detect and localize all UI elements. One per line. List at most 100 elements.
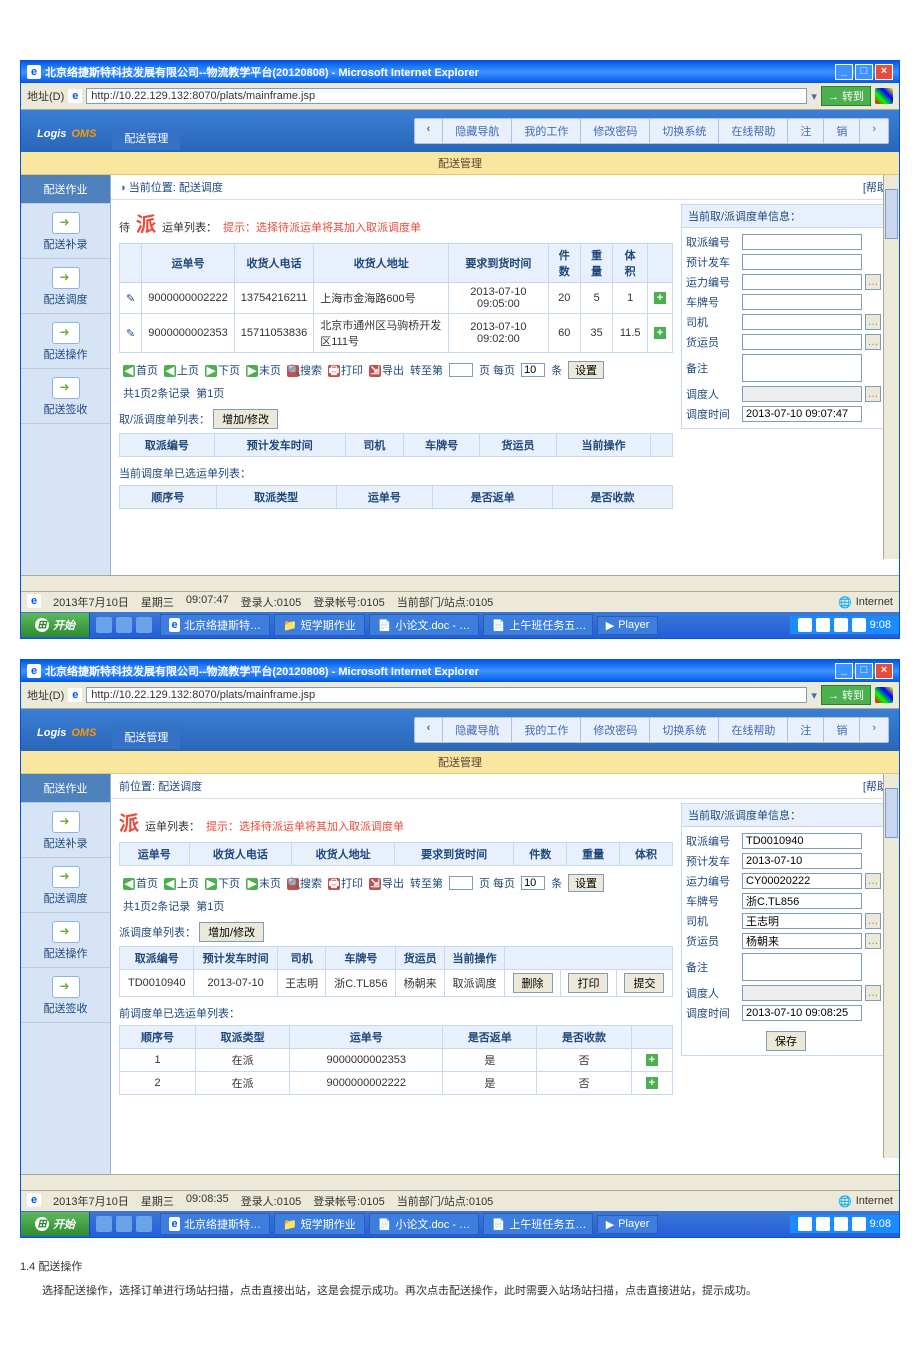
pg-print[interactable]: 🖶打印 xyxy=(328,362,363,378)
pg-set-button[interactable]: 设置 xyxy=(568,874,604,892)
pg-next[interactable]: ▶下页 xyxy=(205,875,240,891)
picker-button[interactable]: … xyxy=(865,314,881,330)
table-row[interactable]: 2在派9000000002222是否+ xyxy=(120,1072,673,1095)
pg-prev[interactable]: ◀上页 xyxy=(164,362,199,378)
pg-first[interactable]: ◀首页 xyxy=(123,362,158,378)
start-button[interactable]: ⊞开始 xyxy=(21,1212,90,1236)
sidebar-item-dispatch[interactable]: 配送调度 xyxy=(21,259,110,314)
nav-xiao[interactable]: 销 xyxy=(823,718,859,742)
task-item[interactable]: 📁短学期作业 xyxy=(274,614,365,636)
table-row[interactable]: ✎ 900000000235315711053836北京市通州区马驹桥开发区11… xyxy=(120,314,673,353)
nav-help[interactable]: 在线帮助 xyxy=(718,119,787,143)
pg-export[interactable]: ⇲导出 xyxy=(369,875,404,891)
start-button[interactable]: ⊞开始 xyxy=(21,613,90,637)
task-item[interactable]: ▶Player xyxy=(597,616,659,635)
close-button[interactable]: × xyxy=(875,663,893,679)
sidebar-item-job[interactable]: 配送作业 xyxy=(21,175,110,204)
dropdown-icon[interactable]: ▾ xyxy=(811,90,817,103)
table-row[interactable]: ✎ 900000000222213754216211上海市金海路600号2013… xyxy=(120,283,673,314)
picker-button[interactable]: … xyxy=(865,274,881,290)
task-item[interactable]: 📄上午班任务五… xyxy=(483,1213,593,1235)
pg-last[interactable]: ▶末页 xyxy=(246,875,281,891)
task-item[interactable]: 📄上午班任务五… xyxy=(483,614,593,636)
task-item[interactable]: e北京络捷斯特… xyxy=(160,614,270,636)
close-button[interactable]: × xyxy=(875,64,893,80)
picker-button[interactable]: … xyxy=(865,933,881,949)
quicklaunch[interactable] xyxy=(90,617,158,633)
field-input[interactable] xyxy=(742,294,862,310)
vertical-scrollbar[interactable] xyxy=(883,175,899,559)
nav-zhu[interactable]: 注 xyxy=(787,718,823,742)
field-input[interactable] xyxy=(742,953,862,981)
jump-page-input[interactable] xyxy=(449,363,473,377)
pg-search[interactable]: 🔍搜索 xyxy=(287,362,322,378)
vertical-scrollbar[interactable] xyxy=(883,774,899,1158)
field-input[interactable] xyxy=(742,354,862,382)
sidebar-item-sign[interactable]: 配送签收 xyxy=(21,968,110,1023)
nav-mywork[interactable]: 我的工作 xyxy=(511,718,580,742)
ql-icon[interactable] xyxy=(136,617,152,633)
system-tray[interactable]: 9:08 xyxy=(790,1215,899,1233)
nav-switch[interactable]: 切换系统 xyxy=(649,718,718,742)
task-item[interactable]: e北京络捷斯特… xyxy=(160,1213,270,1235)
horizontal-scrollbar[interactable] xyxy=(21,575,899,591)
add-icon[interactable]: + xyxy=(646,1054,658,1066)
field-input[interactable] xyxy=(742,873,862,889)
nav-prev[interactable]: ‹ xyxy=(415,718,443,742)
pg-first[interactable]: ◀首页 xyxy=(123,875,158,891)
table-row[interactable]: 1在派9000000002353是否+ xyxy=(120,1049,673,1072)
sidebar-item-sign[interactable]: 配送签收 xyxy=(21,369,110,424)
field-input[interactable] xyxy=(742,913,862,929)
header-tab[interactable]: 配送管理 xyxy=(112,126,180,150)
field-input[interactable] xyxy=(742,853,862,869)
pg-next[interactable]: ▶下页 xyxy=(205,362,240,378)
picker-button[interactable]: … xyxy=(865,873,881,889)
maximize-button[interactable]: □ xyxy=(855,64,873,80)
nav-mywork[interactable]: 我的工作 xyxy=(511,119,580,143)
header-tab[interactable]: 配送管理 xyxy=(112,725,180,749)
sidebar-item-dispatch[interactable]: 配送调度 xyxy=(21,858,110,913)
field-input[interactable] xyxy=(742,893,862,909)
edit-icon[interactable]: ✎ xyxy=(120,314,142,353)
per-page-input[interactable] xyxy=(521,363,545,377)
dropdown-icon[interactable]: ▾ xyxy=(811,689,817,702)
field-input[interactable] xyxy=(742,274,862,290)
field-input[interactable] xyxy=(742,406,862,422)
go-button[interactable]: → 转到 xyxy=(821,86,871,106)
quicklaunch[interactable] xyxy=(90,1216,158,1232)
pg-prev[interactable]: ◀上页 xyxy=(164,875,199,891)
add-modify-button[interactable]: 增加/修改 xyxy=(199,922,264,942)
task-item[interactable]: ▶Player xyxy=(597,1215,659,1234)
nav-password[interactable]: 修改密码 xyxy=(580,119,649,143)
field-input[interactable] xyxy=(742,314,862,330)
sidebar-item-operate[interactable]: 配送操作 xyxy=(21,314,110,369)
delete-button[interactable]: 删除 xyxy=(513,973,553,993)
horizontal-scrollbar[interactable] xyxy=(21,1174,899,1190)
table-row[interactable]: TD00109402013-07-10王志明浙C.TL856杨朝来取派调度 删除… xyxy=(120,970,673,997)
field-input[interactable] xyxy=(742,234,862,250)
minimize-button[interactable]: _ xyxy=(835,64,853,80)
task-item[interactable]: 📄小论文.doc - … xyxy=(369,614,479,636)
per-page-input[interactable] xyxy=(521,876,545,890)
sidebar-item-supplement[interactable]: 配送补录 xyxy=(21,204,110,259)
submit-button[interactable]: 提交 xyxy=(624,973,664,993)
field-input[interactable] xyxy=(742,386,862,402)
add-icon[interactable]: + xyxy=(654,292,666,304)
url-input[interactable]: http://10.22.129.132:8070/plats/mainfram… xyxy=(86,88,807,104)
add-icon[interactable]: + xyxy=(654,327,666,339)
add-icon[interactable]: + xyxy=(646,1077,658,1089)
nav-next[interactable]: › xyxy=(859,718,888,742)
picker-button[interactable]: … xyxy=(865,386,881,402)
task-item[interactable]: 📄小论文.doc - … xyxy=(369,1213,479,1235)
add-modify-button[interactable]: 增加/修改 xyxy=(213,409,278,429)
maximize-button[interactable]: □ xyxy=(855,663,873,679)
field-input[interactable] xyxy=(742,334,862,350)
ql-icon[interactable] xyxy=(116,617,132,633)
nav-xiao[interactable]: 销 xyxy=(823,119,859,143)
url-input[interactable]: http://10.22.129.132:8070/plats/mainfram… xyxy=(86,687,807,703)
print-button[interactable]: 打印 xyxy=(568,973,608,993)
nav-hide[interactable]: 隐藏导航 xyxy=(442,119,511,143)
field-input[interactable] xyxy=(742,254,862,270)
jump-page-input[interactable] xyxy=(449,876,473,890)
nav-help[interactable]: 在线帮助 xyxy=(718,718,787,742)
